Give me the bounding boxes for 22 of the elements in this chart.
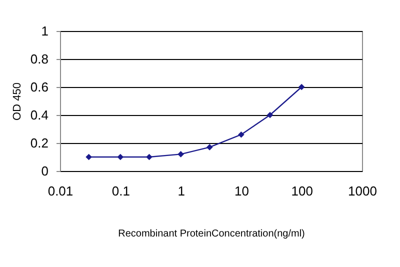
y-tick-label: 0 — [41, 164, 48, 178]
x-tick-label: 1000 — [348, 184, 377, 198]
y-tick-label: 0.2 — [30, 136, 48, 150]
point — [117, 154, 124, 160]
x-axis-title: Recombinant ProteinConcentration(ng/ml) — [118, 228, 305, 240]
point — [178, 151, 184, 158]
y-tick-label: 0.6 — [30, 80, 48, 94]
x-tick-label: 100 — [291, 184, 313, 198]
point — [266, 112, 274, 118]
point — [86, 154, 92, 160]
x-tick-label: 0.1 — [112, 184, 130, 198]
point — [298, 84, 305, 90]
y-axis-title: OD 450 — [11, 82, 24, 120]
x-tick-label: 0.01 — [48, 184, 74, 198]
point — [146, 154, 152, 160]
x-tick-label: 10 — [234, 184, 249, 198]
y-tick-label: 0.4 — [30, 108, 48, 122]
y-tick-label: 0.8 — [30, 52, 48, 66]
y-tick-label: 1 — [41, 24, 48, 38]
point — [206, 144, 213, 150]
x-tick-label: 1 — [178, 184, 185, 198]
point — [238, 131, 244, 138]
